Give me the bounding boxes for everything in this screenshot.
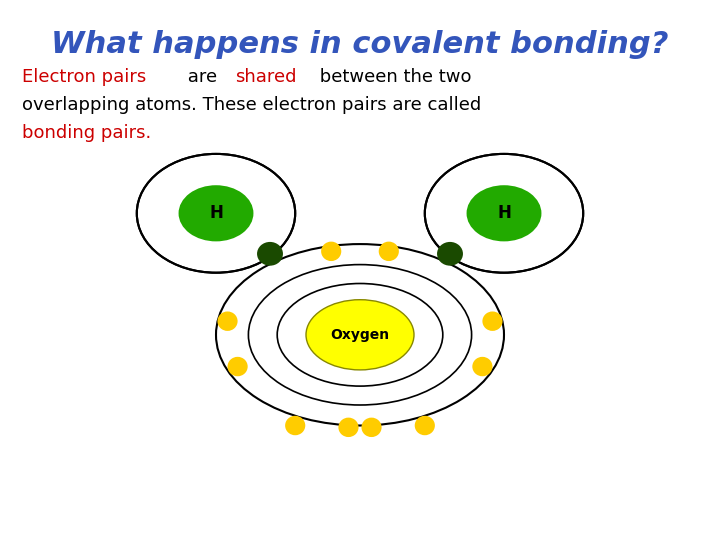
Text: between the two: between the two <box>314 68 472 85</box>
Text: are: are <box>182 68 222 85</box>
Ellipse shape <box>321 241 341 261</box>
Text: H: H <box>497 204 511 222</box>
Text: H: H <box>209 204 223 222</box>
Ellipse shape <box>338 417 359 437</box>
Ellipse shape <box>472 357 492 376</box>
Ellipse shape <box>425 154 583 273</box>
Text: Oxygen: Oxygen <box>330 328 390 342</box>
Text: overlapping atoms. These electron pairs are called: overlapping atoms. These electron pairs … <box>22 96 481 113</box>
Ellipse shape <box>467 185 541 241</box>
Text: shared: shared <box>235 68 296 85</box>
Ellipse shape <box>437 242 463 266</box>
Ellipse shape <box>179 185 253 241</box>
Ellipse shape <box>379 241 399 261</box>
Ellipse shape <box>285 416 305 435</box>
Ellipse shape <box>228 357 248 376</box>
Ellipse shape <box>257 242 283 266</box>
Ellipse shape <box>415 416 435 435</box>
Ellipse shape <box>361 417 382 437</box>
Ellipse shape <box>137 154 295 273</box>
Text: Electron pairs: Electron pairs <box>22 68 146 85</box>
Text: bonding pairs.: bonding pairs. <box>22 124 151 141</box>
Ellipse shape <box>217 312 238 331</box>
Text: What happens in covalent bonding?: What happens in covalent bonding? <box>51 30 669 59</box>
Ellipse shape <box>216 244 504 426</box>
Ellipse shape <box>306 300 414 370</box>
Ellipse shape <box>482 312 503 331</box>
